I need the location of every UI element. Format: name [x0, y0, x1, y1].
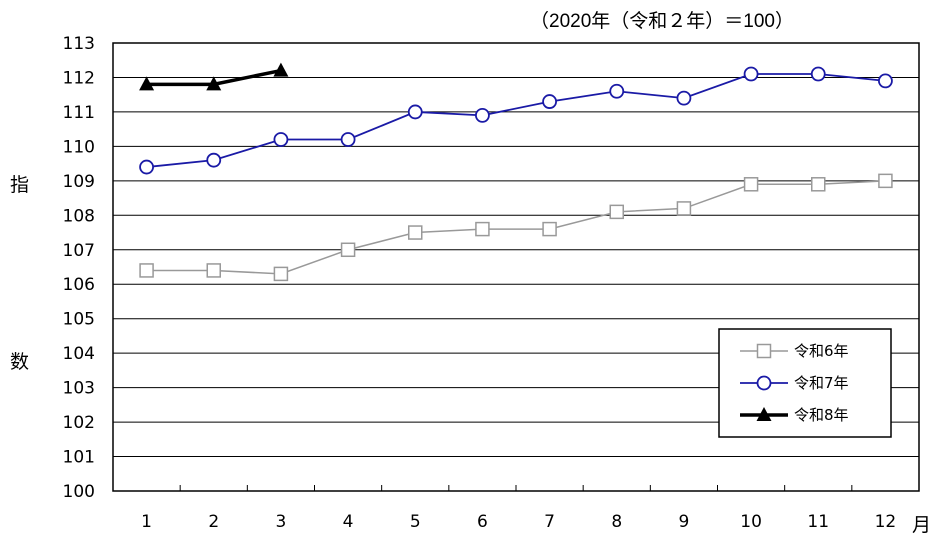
- series-line: [146, 73, 886, 168]
- x-tick-label: 7: [544, 512, 555, 532]
- x-tick-label: 1: [141, 512, 152, 532]
- x-tick-label: 9: [679, 512, 690, 532]
- y-tick-label: 107: [63, 241, 95, 261]
- data-point: [475, 221, 490, 237]
- y-tick-label: 106: [63, 275, 95, 295]
- y-tick-label: 103: [63, 379, 95, 399]
- y-tick-label: 112: [63, 68, 95, 88]
- data-point: [407, 104, 423, 120]
- data-point: [206, 76, 222, 91]
- base-year-note: （2020年（令和２年）＝100）: [530, 11, 794, 32]
- data-point: [542, 94, 557, 109]
- x-tick-label: 11: [807, 512, 829, 532]
- data-point: [475, 107, 490, 123]
- data-point: [139, 263, 154, 278]
- data-point: [542, 221, 557, 237]
- y-tick-label: 101: [63, 448, 95, 468]
- data-point: [878, 173, 893, 189]
- series-3: [139, 62, 289, 91]
- series-1: [139, 173, 893, 282]
- data-point: [609, 204, 624, 220]
- x-tick-label: 6: [477, 512, 488, 532]
- data-point: [139, 159, 154, 175]
- data-point: [206, 263, 221, 278]
- y-tick-label: 113: [63, 34, 95, 54]
- legend-label: 令和8年: [794, 406, 849, 424]
- x-tick-label: 3: [276, 512, 287, 532]
- legend-label: 令和6年: [794, 342, 849, 360]
- y-axis-label-char-1: 指: [10, 175, 30, 196]
- data-point: [408, 225, 423, 240]
- data-point: [676, 90, 692, 106]
- data-point: [743, 66, 759, 82]
- data-point: [878, 73, 893, 89]
- x-tick-label: 5: [410, 512, 421, 532]
- y-tick-label: 102: [63, 413, 95, 433]
- legend-marker: [756, 407, 772, 421]
- y-tick-label: 105: [63, 310, 95, 330]
- series-line: [146, 180, 886, 275]
- legend-marker: [756, 375, 772, 391]
- data-point: [340, 242, 356, 258]
- data-point: [743, 177, 759, 192]
- y-tick-label: 110: [63, 137, 95, 157]
- data-point: [340, 132, 356, 147]
- y-tick-label: 109: [63, 172, 95, 192]
- y-axis-label-char-2: 数: [10, 352, 30, 373]
- data-point: [609, 83, 625, 99]
- x-tick-label: 12: [875, 512, 897, 532]
- data-point: [139, 76, 155, 91]
- x-axis-unit-label: 月: [912, 515, 932, 536]
- y-tick-label: 104: [63, 344, 95, 364]
- y-tick-label: 108: [63, 206, 95, 226]
- data-point: [273, 266, 289, 282]
- data-point: [676, 201, 692, 216]
- x-tick-label: 2: [208, 512, 219, 532]
- x-tick-label: 10: [740, 512, 762, 532]
- x-tick-label: 8: [611, 512, 622, 532]
- data-point: [811, 177, 826, 192]
- x-tick-label: 4: [343, 512, 354, 532]
- data-point: [206, 152, 222, 168]
- data-point: [273, 62, 289, 77]
- legend-label: 令和7年: [794, 374, 849, 392]
- legend-marker: [756, 343, 772, 359]
- data-point: [810, 66, 826, 82]
- data-point: [273, 132, 289, 147]
- series-2: [139, 66, 893, 175]
- y-tick-label: 111: [63, 103, 95, 123]
- y-tick-label: 100: [63, 482, 95, 502]
